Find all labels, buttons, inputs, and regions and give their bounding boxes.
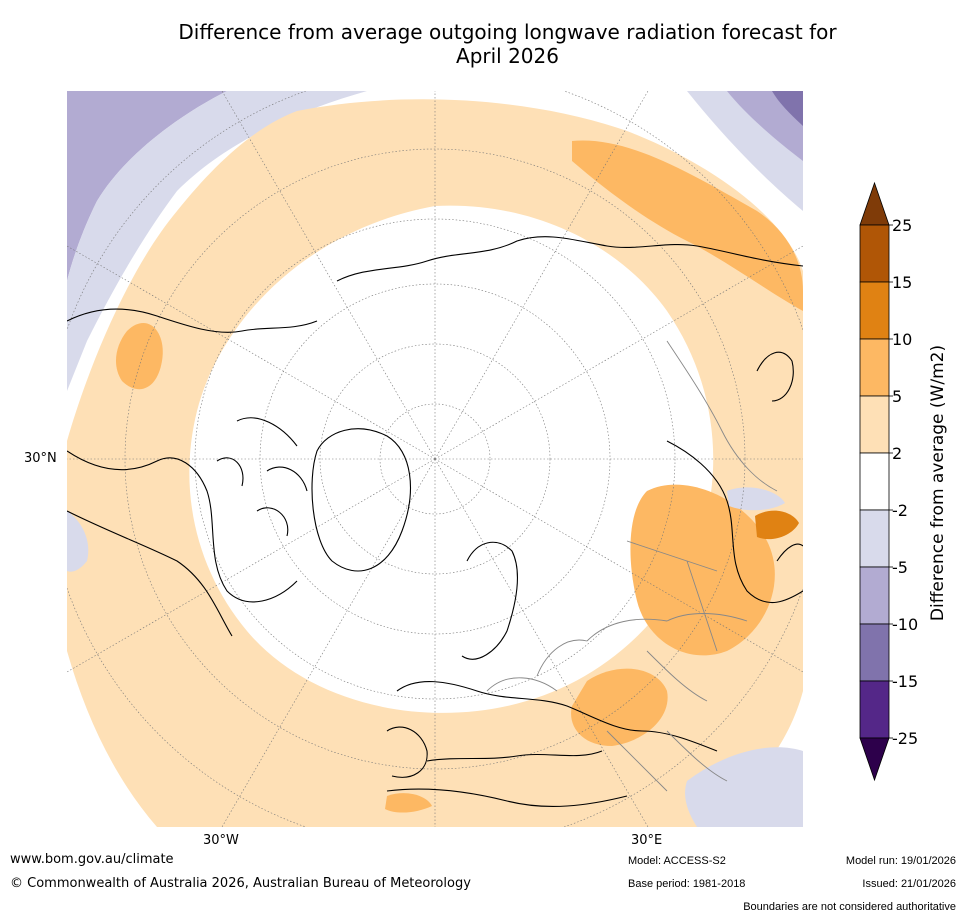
colorbar-extend-max [859, 181, 890, 226]
coastline-scandinavia [461, 541, 518, 660]
colorbar-bin-8 [859, 680, 890, 739]
anomaly-slight-negative-west-atlantic [67, 511, 89, 572]
coastline-north-america [67, 450, 298, 637]
footer-url[interactable]: www.bom.gov.au/climate [10, 852, 174, 867]
lon-30e-label: 30°E [631, 833, 663, 848]
colorbar-tick-label: 15 [892, 273, 912, 292]
coastline-japan [776, 543, 803, 562]
colorbar-bin-6 [859, 566, 890, 625]
anomaly-moderate-positive-africa [385, 793, 432, 813]
anomaly-positive-ring [67, 99, 803, 827]
coastline-africa [386, 788, 628, 807]
colorbar-bin-3 [859, 395, 890, 454]
anomaly-slight-negative-northwest [67, 91, 367, 391]
colorbar-tick-label: -15 [892, 672, 918, 691]
colorbar-tick-label: 2 [892, 444, 902, 463]
colorbar-tick-label: 5 [892, 387, 902, 406]
footer-issued: Issued: 21/01/2026 [862, 878, 956, 890]
anomaly-moderate-positive-russia [572, 140, 803, 311]
colorbar-tick-label: -2 [892, 501, 908, 520]
olr-anomaly-map [67, 91, 803, 827]
anomaly-strong-positive-china [755, 510, 799, 540]
lon-30w-label: 30°W [203, 833, 239, 848]
colorbar-tick-label: -10 [892, 615, 918, 634]
colorbar-tick-label: -25 [892, 729, 918, 748]
coastline-siberia [336, 236, 803, 282]
colorbar-extend-min [859, 737, 890, 782]
colorbar: 25 15 10 5 2 -2 -5 -10 -15 -25 [858, 181, 965, 783]
coastline-alaska [67, 308, 318, 333]
coastline-mediterranean [426, 750, 603, 762]
coastline-kamchatka [756, 351, 794, 402]
anomaly-moderate-positive-mediterranean [571, 668, 668, 746]
anomaly-moderate-positive-alaska [115, 322, 163, 390]
colorbar-bin-1 [859, 281, 890, 340]
coastlines [67, 236, 803, 807]
footer-model-run: Model run: 19/01/2026 [845, 855, 956, 867]
colorbar-bin-0 [859, 224, 890, 283]
anomaly-slight-negative-tropics-east [685, 747, 803, 827]
coastline-iberia [386, 726, 428, 778]
footer-model: Model: ACCESS-S2 [628, 855, 726, 867]
footer-disclaimer: Boundaries are not considered authoritat… [743, 901, 956, 913]
anomaly-negative-northwest [67, 91, 227, 281]
colorbar-bin-2 [859, 338, 890, 397]
map-title: Difference from average outgoing longwav… [0, 20, 965, 68]
colorbar-bin-7 [859, 623, 890, 682]
footer-base-period: Base period: 1981-2018 [628, 878, 746, 890]
colorbar-bin-4 [859, 452, 890, 511]
colorbar-bin-5 [859, 509, 890, 568]
coastline-greenland [311, 428, 411, 572]
colorbar-tick-label: -5 [892, 558, 908, 577]
coastline-canadian-archipelago [216, 417, 308, 537]
colorbar-tick-label: 25 [892, 216, 912, 235]
colorbar-title: Difference from average (W/m2) [928, 344, 948, 622]
graticule [67, 91, 803, 827]
country-borders [486, 340, 778, 792]
anomaly-strong-negative-northeast [772, 91, 803, 126]
footer-copyright: © Commonwealth of Australia 2026, Austra… [10, 876, 471, 891]
lat-30n-label: 30°N [24, 451, 57, 466]
title-line-2: April 2026 [456, 44, 559, 68]
anomaly-negative-northeast [727, 91, 803, 161]
coastline-europe [396, 681, 718, 752]
coastline-asia-east [666, 440, 803, 604]
title-line-1: Difference from average outgoing longwav… [178, 20, 837, 44]
anomaly-moderate-positive-asia [630, 484, 775, 656]
colorbar-tick-label: 10 [892, 330, 912, 349]
